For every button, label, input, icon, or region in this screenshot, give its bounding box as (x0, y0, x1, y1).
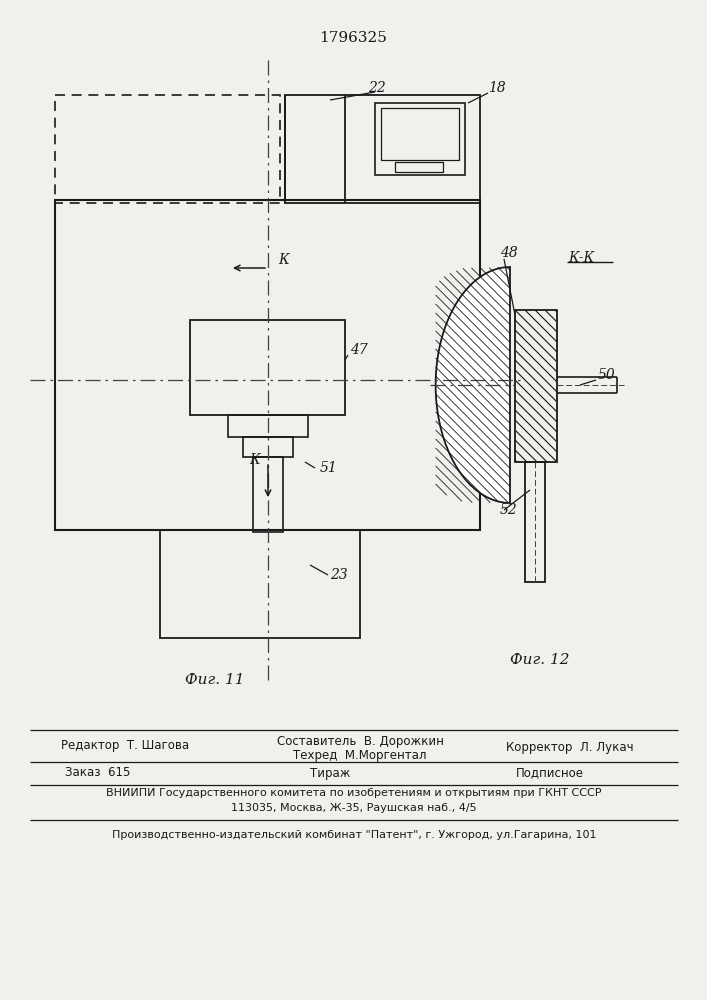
Bar (243, 437, 293, 457)
Text: Производственно-издательский комбинат "Патент", г. Ужгород, ул.Гагарина, 101: Производственно-издательский комбинат "П… (112, 830, 596, 840)
Text: К-К: К-К (568, 251, 595, 265)
Bar (515, 310, 557, 462)
Text: 1796325: 1796325 (319, 31, 387, 45)
Text: 23: 23 (330, 568, 348, 582)
Text: Подписное: Подписное (516, 766, 584, 780)
Bar (190, 320, 345, 415)
Text: 22: 22 (368, 81, 386, 95)
Text: Тираж: Тираж (310, 766, 350, 780)
Text: Фиг. 12: Фиг. 12 (510, 653, 570, 667)
Text: 113035, Москва, Ж-35, Раушская наб., 4/5: 113035, Москва, Ж-35, Раушская наб., 4/5 (231, 803, 477, 813)
Bar (381, 108, 459, 160)
Bar (525, 462, 545, 582)
Bar (375, 103, 465, 175)
Text: К: К (250, 453, 260, 467)
Bar (285, 95, 480, 203)
Text: 50: 50 (598, 368, 616, 382)
Bar (228, 415, 308, 437)
Bar (253, 457, 283, 532)
Text: 51: 51 (320, 461, 338, 475)
Polygon shape (436, 267, 510, 503)
Text: Фиг. 11: Фиг. 11 (185, 673, 245, 687)
Text: 52: 52 (500, 503, 518, 517)
Text: Корректор  Л. Лукач: Корректор Л. Лукач (506, 742, 633, 754)
Text: ВНИИПИ Государственного комитета по изобретениям и открытиям при ГКНТ СССР: ВНИИПИ Государственного комитета по изоб… (106, 788, 602, 798)
Text: К: К (278, 253, 288, 267)
Text: Редактор  Т. Шагова: Редактор Т. Шагова (61, 738, 189, 752)
Bar (55, 95, 280, 203)
Text: 47: 47 (350, 343, 368, 357)
Bar (160, 530, 360, 638)
Text: 48: 48 (500, 246, 518, 260)
Text: Заказ  615: Заказ 615 (65, 766, 130, 780)
Bar (55, 200, 480, 530)
Text: Составитель  В. Дорожкин: Составитель В. Дорожкин (276, 734, 443, 748)
Bar (395, 162, 443, 172)
Text: 18: 18 (488, 81, 506, 95)
Text: Техред  М.Моргентал: Техред М.Моргентал (293, 748, 427, 762)
